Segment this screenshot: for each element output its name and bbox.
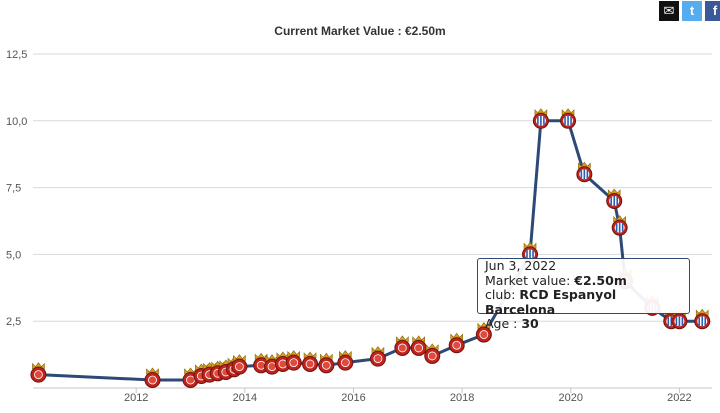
- data-point-marker[interactable]: [285, 350, 302, 371]
- data-point-marker[interactable]: [231, 354, 248, 375]
- y-tick-label: 12,5: [6, 49, 27, 61]
- facebook-share-button[interactable]: f: [705, 1, 720, 21]
- data-point-marker[interactable]: [560, 108, 577, 129]
- data-point-marker[interactable]: [448, 332, 465, 354]
- data-point-marker[interactable]: [144, 367, 161, 388]
- tooltip: Jun 3, 2022 Market value: €2.50m club: R…: [477, 258, 690, 331]
- twitter-share-button[interactable]: t: [682, 1, 702, 21]
- data-point-marker[interactable]: [410, 335, 427, 356]
- data-point-marker[interactable]: [576, 161, 593, 183]
- y-tick-label: 5,0: [6, 249, 21, 261]
- x-tick-label: 2020: [559, 392, 583, 404]
- x-tick-label: 2022: [667, 392, 691, 404]
- data-point-marker[interactable]: [318, 352, 335, 374]
- value-line: [38, 119, 703, 382]
- data-point-marker[interactable]: [694, 308, 711, 330]
- data-point-marker[interactable]: [369, 346, 386, 367]
- data-point-marker[interactable]: [394, 335, 411, 356]
- data-point-marker[interactable]: [424, 343, 441, 364]
- y-tick-label: 7,5: [6, 183, 21, 195]
- tooltip-age: Age : 30: [485, 316, 539, 331]
- chart-title: Current Market Value : €2.50m: [274, 24, 446, 38]
- data-point-marker[interactable]: [475, 322, 492, 343]
- data-point-marker[interactable]: [253, 352, 270, 374]
- data-point-marker[interactable]: [606, 188, 623, 209]
- x-tick-label: 2014: [233, 392, 257, 404]
- x-tick-label: 2016: [341, 392, 365, 404]
- data-point-marker[interactable]: [337, 350, 354, 371]
- data-point-marker[interactable]: [302, 351, 319, 372]
- data-point-marker[interactable]: [30, 362, 47, 383]
- y-tick-label: 10,0: [6, 116, 27, 128]
- tooltip-date: Jun 3, 2022: [485, 258, 557, 273]
- x-tick-label: 2018: [450, 392, 474, 404]
- x-tick-label: 2012: [124, 392, 148, 404]
- y-tick-label: 2,5: [6, 316, 21, 328]
- email-share-button[interactable]: ✉: [659, 1, 679, 21]
- data-point-marker[interactable]: [532, 108, 549, 129]
- data-point-marker[interactable]: [611, 215, 628, 236]
- tooltip-club: club: RCD Espanyol Barcelona: [485, 287, 617, 317]
- tooltip-market-value: Market value: €2.50m: [485, 272, 627, 288]
